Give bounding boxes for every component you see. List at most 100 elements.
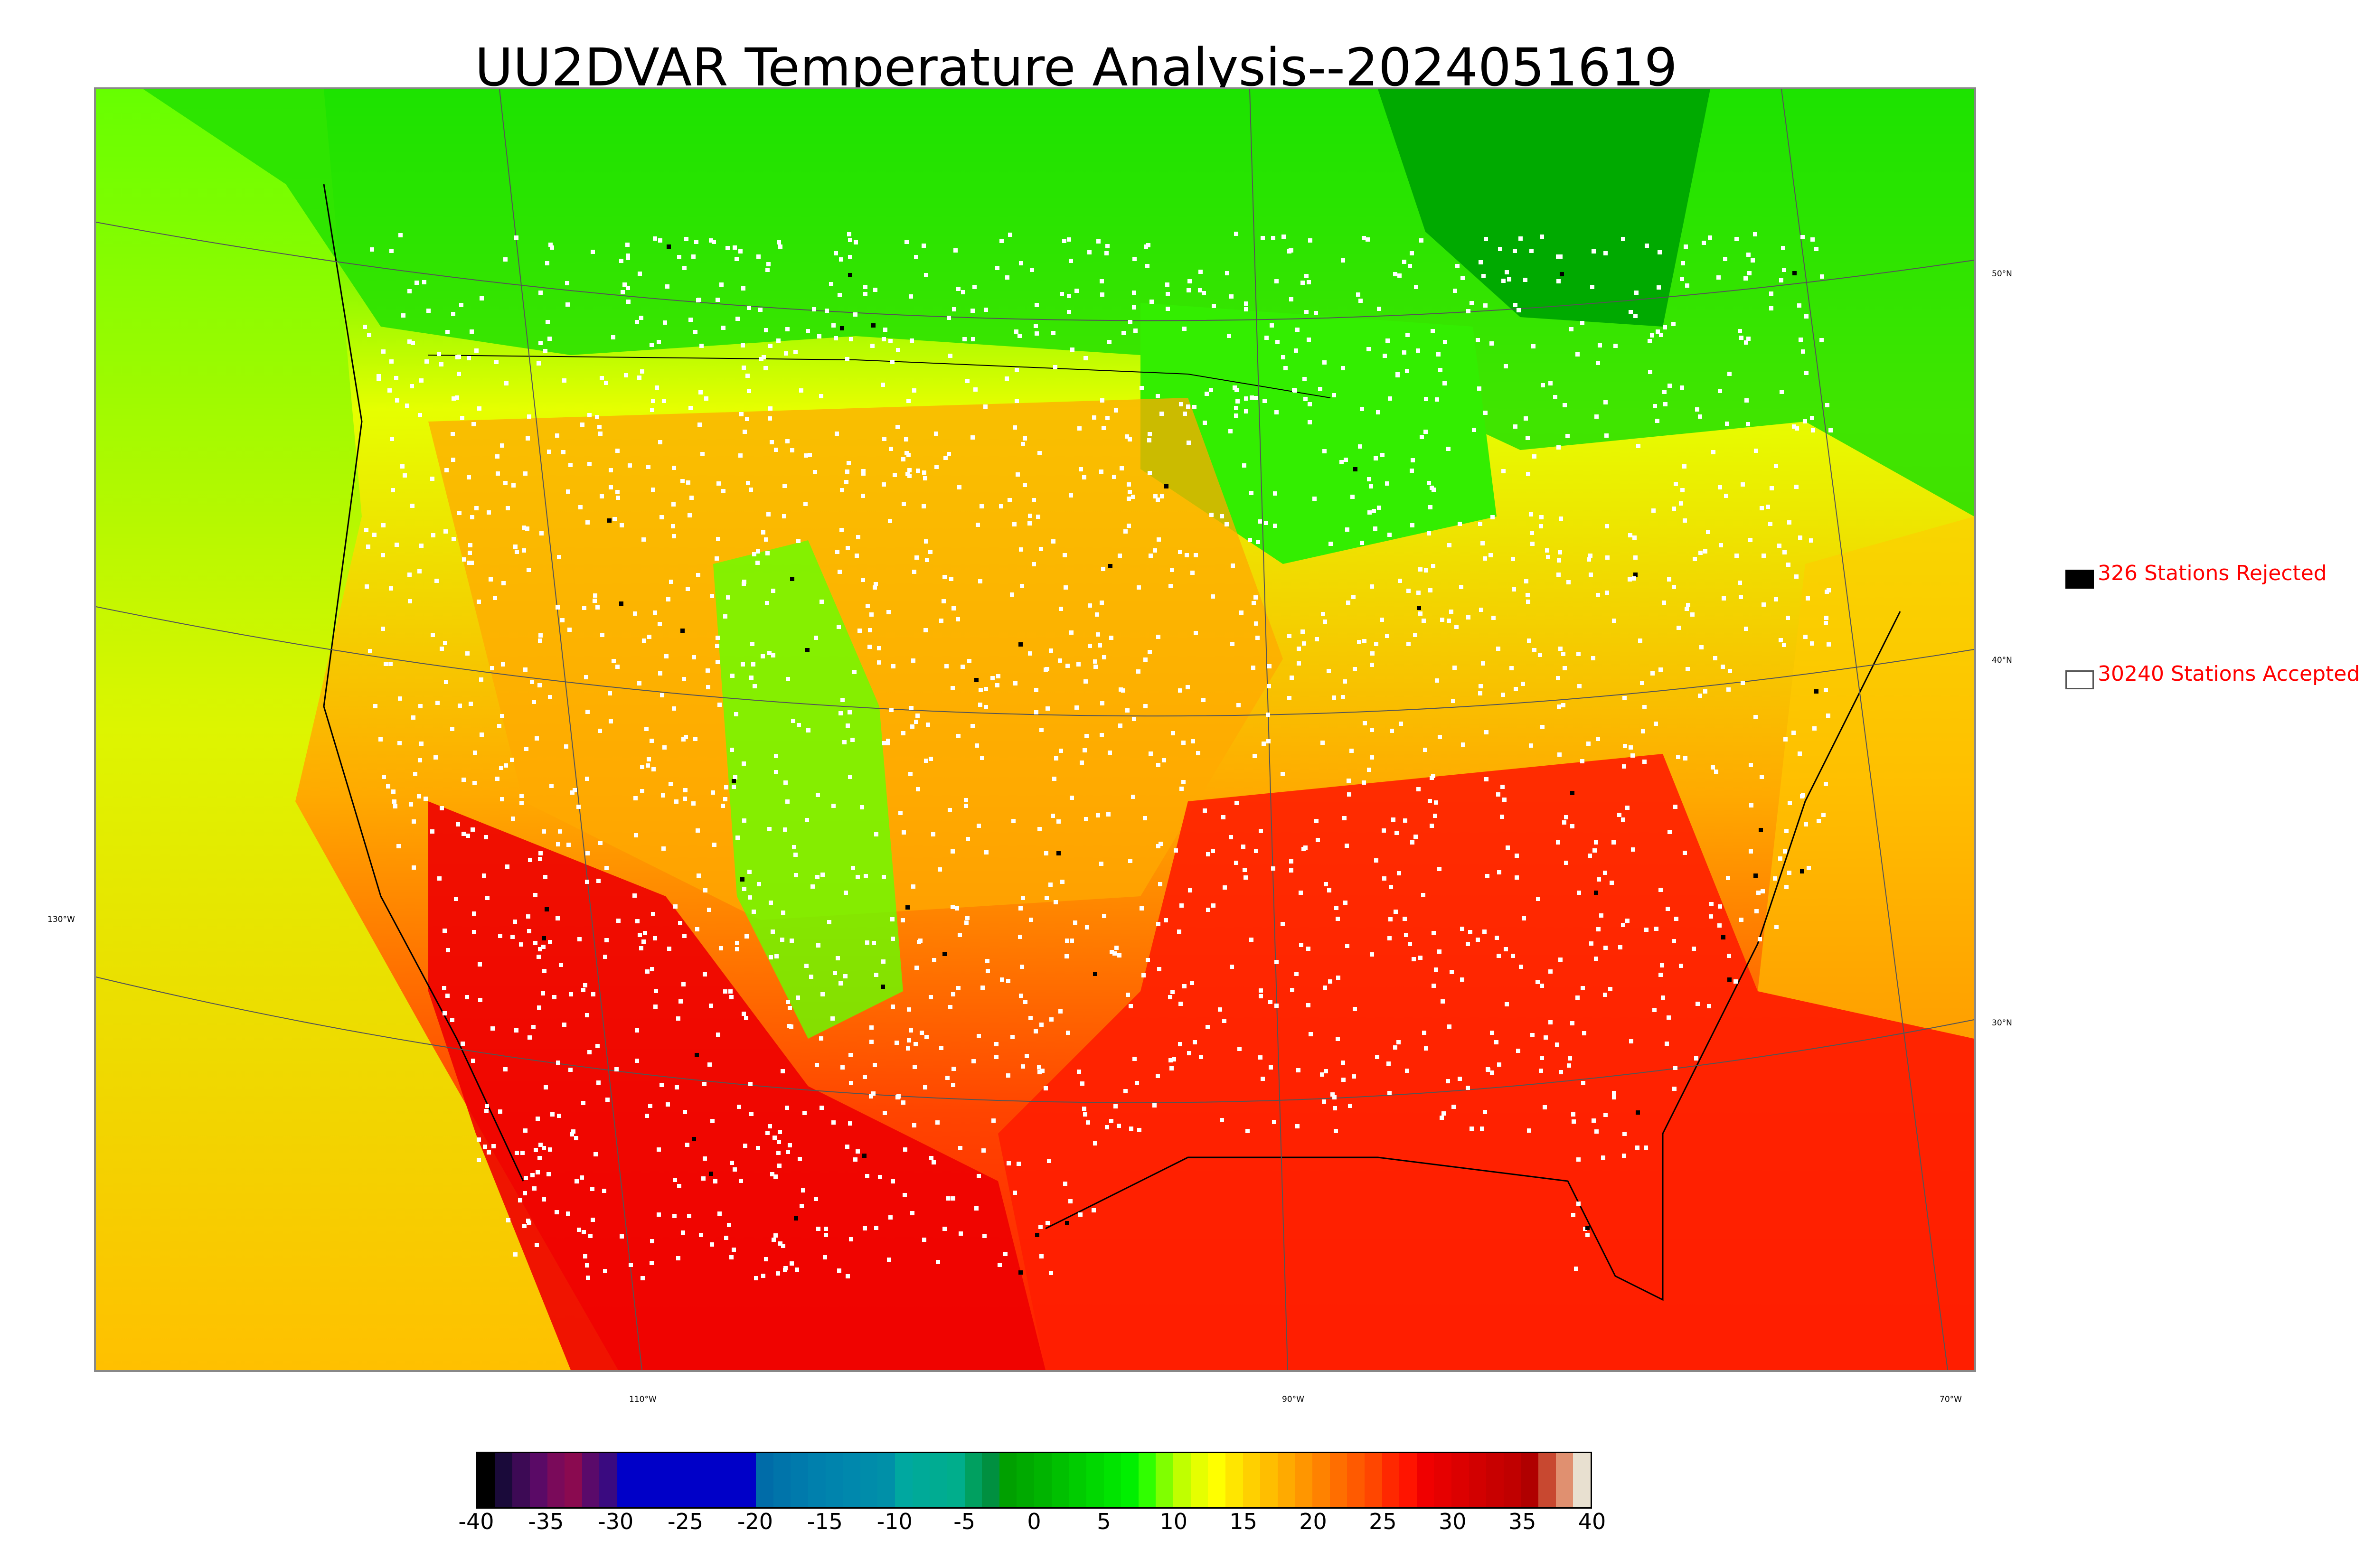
station-accepted-marker [1518, 236, 1523, 241]
station-accepted-marker [1540, 984, 1544, 988]
station-accepted-marker [846, 546, 850, 550]
station-accepted-marker [1798, 751, 1802, 756]
station-accepted-marker [696, 298, 700, 302]
station-rejected-marker [619, 601, 623, 606]
station-accepted-marker [591, 250, 595, 254]
station-accepted-marker [1220, 1118, 1224, 1122]
station-accepted-marker [1003, 1252, 1008, 1256]
station-accepted-marker [1484, 237, 1488, 241]
station-accepted-marker [1446, 1079, 1450, 1083]
station-accepted-marker [639, 946, 643, 950]
station-accepted-marker [1671, 322, 1676, 326]
station-accepted-marker [682, 266, 687, 270]
station-accepted-marker [1692, 947, 1696, 951]
station-accepted-marker [548, 695, 552, 699]
station-accepted-marker [1165, 282, 1169, 287]
station-accepted-marker [536, 1170, 540, 1174]
station-accepted-marker [609, 468, 613, 472]
station-accepted-marker [1171, 731, 1175, 735]
station-accepted-marker [978, 703, 982, 707]
station-accepted-marker [725, 246, 730, 250]
station-accepted-marker [1603, 251, 1608, 255]
station-accepted-marker [934, 465, 939, 469]
station-accepted-marker [914, 966, 919, 970]
station-accepted-marker [1306, 1003, 1310, 1007]
station-accepted-marker [1734, 554, 1739, 558]
colorbar-segment [1173, 1453, 1191, 1507]
station-accepted-marker [1343, 901, 1347, 905]
station-accepted-marker [1112, 951, 1117, 956]
station-accepted-marker [426, 309, 431, 313]
station-accepted-marker [487, 1150, 491, 1155]
station-accepted-marker [1783, 737, 1788, 742]
station-accepted-marker [812, 307, 816, 311]
station-accepted-marker [1231, 563, 1235, 568]
station-accepted-marker [923, 628, 928, 632]
station-accepted-marker [600, 494, 604, 498]
station-accepted-marker [749, 1112, 754, 1116]
station-accepted-marker [1237, 1047, 1242, 1051]
station-rejected-marker [1727, 977, 1732, 982]
station-accepted-marker [1241, 845, 1245, 849]
station-accepted-marker [1770, 486, 1774, 490]
station-accepted-marker [1612, 1095, 1616, 1099]
station-accepted-marker [1405, 1069, 1409, 1073]
station-accepted-marker [869, 1040, 874, 1044]
station-accepted-marker [597, 425, 602, 429]
station-accepted-marker [1353, 1007, 1357, 1011]
station-accepted-marker [965, 379, 970, 383]
station-accepted-marker [824, 1233, 828, 1237]
station-accepted-marker [603, 1269, 607, 1273]
station-accepted-marker [863, 292, 867, 296]
station-accepted-marker [381, 349, 386, 354]
station-accepted-marker [691, 254, 696, 259]
station-accepted-marker [598, 729, 602, 733]
station-accepted-marker [1121, 331, 1126, 335]
station-accepted-marker [1178, 550, 1182, 554]
station-accepted-marker [522, 548, 526, 553]
station-accepted-marker [615, 490, 620, 494]
station-accepted-marker [801, 1188, 805, 1192]
station-accepted-marker [1470, 1127, 1474, 1131]
station-accepted-marker [497, 724, 501, 728]
station-accepted-marker [393, 804, 397, 808]
station-accepted-marker [1125, 708, 1130, 713]
station-accepted-marker [689, 496, 694, 500]
station-accepted-marker [881, 383, 885, 387]
station-accepted-marker [1743, 276, 1748, 281]
station-accepted-marker [929, 757, 933, 761]
station-accepted-marker [1821, 813, 1826, 817]
station-accepted-marker [1015, 368, 1019, 372]
station-accepted-marker [922, 244, 926, 248]
station-accepted-marker [1112, 475, 1116, 479]
station-accepted-marker [641, 537, 646, 542]
station-accepted-marker [411, 341, 415, 345]
colorbar-segment [1138, 1453, 1156, 1507]
station-accepted-marker [1369, 484, 1373, 488]
station-accepted-marker [538, 857, 542, 861]
colorbar-segment [930, 1453, 947, 1507]
station-accepted-marker [1667, 1015, 1671, 1020]
station-accepted-marker [1065, 664, 1070, 668]
station-accepted-marker [556, 916, 560, 920]
station-accepted-marker [1698, 414, 1702, 419]
station-accepted-marker [682, 934, 687, 938]
station-accepted-marker [1377, 307, 1381, 311]
station-accepted-marker [984, 687, 988, 691]
station-accepted-marker [1794, 574, 1799, 579]
station-accepted-marker [1206, 1025, 1210, 1029]
station-accepted-marker [1032, 498, 1036, 502]
colorbar-segment [651, 1453, 669, 1507]
station-accepted-marker [1672, 939, 1676, 943]
station-accepted-marker [831, 804, 836, 808]
station-accepted-marker [1287, 696, 1291, 700]
station-accepted-marker [909, 1028, 913, 1033]
station-accepted-marker [532, 700, 536, 704]
station-accepted-marker [844, 480, 848, 484]
station-accepted-marker [681, 1230, 685, 1235]
station-accepted-marker [719, 946, 723, 950]
station-accepted-marker [1023, 483, 1027, 487]
station-accepted-marker [1273, 491, 1277, 496]
station-rejected-marker [732, 779, 736, 783]
station-accepted-marker [1673, 805, 1677, 809]
